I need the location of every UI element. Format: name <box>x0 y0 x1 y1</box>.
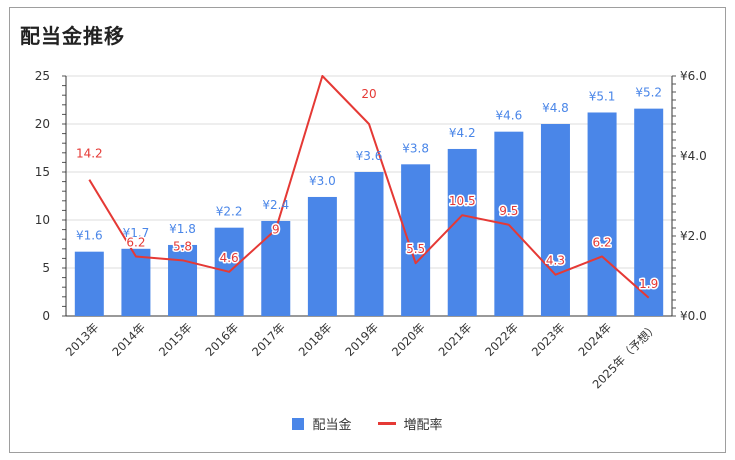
bar-data-label: ¥4.2 <box>449 126 476 140</box>
line-data-label: 6.2 <box>126 235 145 249</box>
line-data-label: 9 <box>272 223 280 237</box>
line-data-label: 20 <box>361 87 376 101</box>
x-tick-label: 2023年 <box>529 320 568 359</box>
x-tick-label: 2018年 <box>296 320 335 359</box>
bar <box>540 124 570 316</box>
bar-data-label: ¥5.1 <box>589 89 616 103</box>
bar <box>401 164 431 316</box>
y-right-tick-label: ¥0.0 <box>680 309 707 323</box>
bar-data-label: ¥2.2 <box>216 205 243 219</box>
line-data-label: 6.2 <box>593 235 612 249</box>
bar-data-label: ¥5.2 <box>635 86 662 100</box>
legend-item-growth-rate[interactable]: 増配率 <box>377 414 443 433</box>
bar <box>74 251 104 316</box>
bar <box>587 112 617 316</box>
y-left-tick-label: 5 <box>42 261 50 275</box>
line-data-label: 5.5 <box>406 242 425 256</box>
bar <box>307 196 337 316</box>
bar <box>447 148 477 316</box>
bar <box>354 172 384 316</box>
x-tick-label: 2017年 <box>249 320 288 359</box>
chart-legend: 配当金 増配率 <box>0 414 735 433</box>
bar-data-label: ¥3.8 <box>402 141 429 155</box>
y-left-tick-label: 15 <box>35 165 50 179</box>
bar-data-label: ¥1.6 <box>76 229 103 243</box>
legend-label-growth-rate: 増配率 <box>403 418 443 433</box>
bar <box>634 108 664 316</box>
x-tick-label: 2020年 <box>389 320 428 359</box>
y-left-tick-label: 25 <box>35 69 50 83</box>
bar <box>121 248 151 316</box>
x-tick-label: 2014年 <box>109 320 148 359</box>
y-left-tick-label: 20 <box>35 117 50 131</box>
bar-data-label: ¥3.6 <box>356 149 383 163</box>
bar-data-label: ¥1.7 <box>123 226 150 240</box>
x-tick-label: 2022年 <box>482 320 521 359</box>
y-right-tick-label: ¥6.0 <box>680 69 707 83</box>
legend-item-dividend[interactable]: 配当金 <box>292 414 352 433</box>
growth-rate-line <box>88 75 650 299</box>
line-data-label: 4.3 <box>546 254 565 268</box>
y-left-tick-label: 10 <box>35 213 50 227</box>
x-tick-label: 2013年 <box>63 320 102 359</box>
line-data-label: 5.8 <box>173 239 192 253</box>
y-left-tick-label: 0 <box>42 309 50 323</box>
line-data-label: 4.6 <box>220 251 239 265</box>
legend-swatch-line <box>377 422 396 425</box>
bar <box>168 244 198 316</box>
bar <box>261 220 291 316</box>
line-data-label: 10.5 <box>449 194 476 208</box>
x-tick-label: 2019年 <box>342 320 381 359</box>
legend-swatch-bar <box>292 417 305 430</box>
x-tick-label: 2016年 <box>203 320 242 359</box>
bar-data-label: ¥2.4 <box>262 198 289 212</box>
bar-data-label: ¥4.8 <box>542 101 569 115</box>
bar-data-label: ¥1.8 <box>169 222 196 236</box>
bar-data-label: ¥4.6 <box>495 109 522 123</box>
x-tick-label: 2021年 <box>436 320 475 359</box>
bar-data-label: ¥3.0 <box>309 174 336 188</box>
legend-label-dividend: 配当金 <box>312 418 352 433</box>
chart-title: 配当金推移 <box>20 24 125 48</box>
y-right-tick-label: ¥2.0 <box>680 229 707 243</box>
line-data-label: 1.9 <box>639 277 658 291</box>
y-right-tick-label: ¥4.0 <box>680 149 707 163</box>
x-tick-label: 2024年 <box>575 320 614 359</box>
x-tick-label: 2015年 <box>156 320 195 359</box>
line-data-label: 9.5 <box>499 204 518 218</box>
line-data-label: 14.2 <box>76 147 103 161</box>
